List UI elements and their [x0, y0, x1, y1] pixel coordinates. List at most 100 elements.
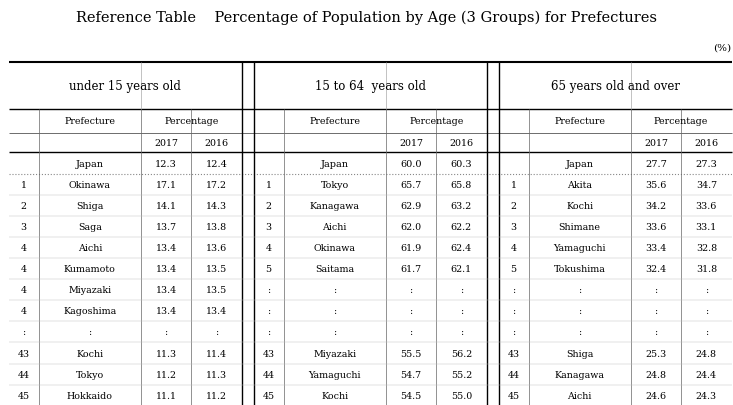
Text: 33.6: 33.6	[645, 222, 666, 231]
Text: 13.4: 13.4	[155, 307, 177, 315]
Text: 2017: 2017	[154, 139, 178, 148]
Text: 2: 2	[21, 201, 27, 210]
Text: Saitama: Saitama	[315, 264, 354, 273]
Text: :: :	[578, 328, 581, 337]
Text: 13.5: 13.5	[206, 264, 227, 273]
Text: Yamaguchi: Yamaguchi	[553, 243, 606, 252]
Text: Okinawa: Okinawa	[314, 243, 356, 252]
Text: 62.2: 62.2	[451, 222, 472, 231]
Text: 11.1: 11.1	[155, 391, 177, 400]
Text: 44: 44	[508, 370, 520, 379]
Text: 13.4: 13.4	[155, 264, 177, 273]
Text: 2017: 2017	[644, 139, 668, 148]
Text: 3: 3	[21, 222, 27, 231]
Text: 62.1: 62.1	[451, 264, 472, 273]
Text: 61.9: 61.9	[400, 243, 421, 252]
Text: 14.1: 14.1	[155, 201, 177, 210]
Text: 11.3: 11.3	[155, 349, 177, 358]
Text: 5: 5	[511, 264, 517, 273]
Text: 60.0: 60.0	[400, 159, 421, 168]
Text: 32.4: 32.4	[645, 264, 666, 273]
Text: 54.5: 54.5	[400, 391, 421, 400]
Text: Kagoshima: Kagoshima	[63, 307, 117, 315]
Text: Aichi: Aichi	[567, 391, 592, 400]
Text: 62.9: 62.9	[400, 201, 421, 210]
Text: 61.7: 61.7	[400, 264, 421, 273]
Text: 11.2: 11.2	[206, 391, 227, 400]
Text: 11.2: 11.2	[155, 370, 177, 379]
Text: 2016: 2016	[449, 139, 474, 148]
Text: 11.4: 11.4	[206, 349, 227, 358]
Text: 43: 43	[18, 349, 30, 358]
Text: :: :	[333, 286, 336, 294]
Text: 13.4: 13.4	[155, 286, 177, 294]
Text: 3: 3	[511, 222, 517, 231]
Text: Akita: Akita	[567, 180, 592, 189]
Text: 56.2: 56.2	[451, 349, 472, 358]
Text: Percentage: Percentage	[654, 117, 708, 126]
Text: 4: 4	[511, 243, 517, 252]
Text: 17.2: 17.2	[206, 180, 227, 189]
Text: :: :	[215, 328, 218, 337]
Text: 27.7: 27.7	[645, 159, 667, 168]
Text: 55.5: 55.5	[400, 349, 421, 358]
Text: Aichi: Aichi	[78, 243, 102, 252]
Text: 33.4: 33.4	[645, 243, 666, 252]
Text: (%): (%)	[713, 43, 732, 52]
Text: 5: 5	[265, 264, 272, 273]
Text: Kanagawa: Kanagawa	[555, 370, 605, 379]
Text: 65 years old and over: 65 years old and over	[550, 79, 679, 93]
Text: 1: 1	[21, 180, 27, 189]
Text: 2: 2	[511, 201, 517, 210]
Text: :: :	[164, 328, 168, 337]
Text: 13.8: 13.8	[206, 222, 227, 231]
Text: Miyazaki: Miyazaki	[313, 349, 356, 358]
Text: :: :	[704, 328, 708, 337]
Text: :: :	[333, 307, 336, 315]
Text: Japan: Japan	[75, 159, 104, 168]
Text: Japan: Japan	[566, 159, 594, 168]
Text: 13.6: 13.6	[206, 243, 227, 252]
Text: 12.3: 12.3	[155, 159, 177, 168]
Text: 65.7: 65.7	[400, 180, 421, 189]
Text: Okinawa: Okinawa	[69, 180, 111, 189]
Text: under 15 years old: under 15 years old	[70, 79, 181, 93]
Text: 1: 1	[511, 180, 517, 189]
Text: Saga: Saga	[78, 222, 102, 231]
Text: 32.8: 32.8	[696, 243, 717, 252]
Text: Prefecture: Prefecture	[65, 117, 115, 126]
Text: 12.4: 12.4	[205, 159, 227, 168]
Text: Kumamoto: Kumamoto	[64, 264, 116, 273]
Text: 3: 3	[265, 222, 272, 231]
Text: 45: 45	[507, 391, 520, 400]
Text: 33.6: 33.6	[696, 201, 717, 210]
Text: 43: 43	[507, 349, 520, 358]
Text: :: :	[267, 307, 270, 315]
Text: 2: 2	[266, 201, 272, 210]
Text: 55.2: 55.2	[451, 370, 472, 379]
Text: 24.8: 24.8	[645, 370, 666, 379]
Text: 35.6: 35.6	[645, 180, 666, 189]
Text: :: :	[512, 286, 515, 294]
Text: 4: 4	[266, 243, 272, 252]
Text: 2017: 2017	[399, 139, 423, 148]
Text: :: :	[704, 307, 708, 315]
Text: 24.8: 24.8	[696, 349, 717, 358]
Text: :: :	[333, 328, 336, 337]
Text: :: :	[267, 286, 270, 294]
Text: Aichi: Aichi	[323, 222, 347, 231]
Text: 24.6: 24.6	[645, 391, 666, 400]
Text: :: :	[704, 286, 708, 294]
Text: :: :	[409, 286, 413, 294]
Text: 11.3: 11.3	[206, 370, 227, 379]
Text: Percentage: Percentage	[164, 117, 218, 126]
Text: Miyazaki: Miyazaki	[68, 286, 111, 294]
Text: 24.3: 24.3	[696, 391, 717, 400]
Text: 31.8: 31.8	[696, 264, 717, 273]
Text: 43: 43	[262, 349, 275, 358]
Text: Shiga: Shiga	[76, 201, 103, 210]
Text: 4: 4	[21, 307, 27, 315]
Text: 2016: 2016	[694, 139, 718, 148]
Text: :: :	[22, 328, 26, 337]
Text: Shimane: Shimane	[559, 222, 600, 231]
